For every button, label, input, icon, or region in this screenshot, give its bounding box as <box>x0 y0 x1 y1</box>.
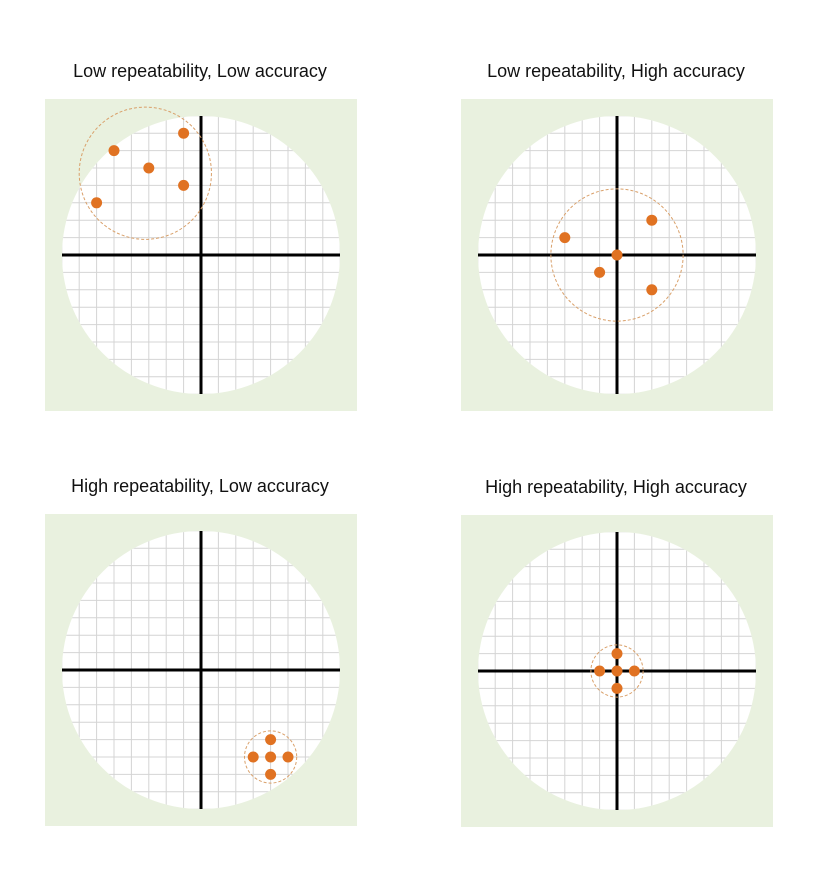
spread-circle <box>244 730 298 784</box>
shot-point <box>247 751 259 763</box>
shot-point <box>646 214 658 226</box>
shot-point <box>646 284 658 296</box>
panel-title: Low repeatability, Low accuracy <box>73 61 327 81</box>
spread-circle <box>590 644 644 698</box>
shot-point <box>611 648 623 660</box>
shot-point <box>108 145 120 157</box>
target-panel: High repeatability, High accuracy <box>446 473 786 833</box>
shot-point <box>91 197 103 209</box>
shot-point <box>611 665 623 677</box>
shot-point <box>559 232 571 244</box>
target-panel: Low repeatability, High accuracy <box>446 57 786 417</box>
shot-point <box>282 751 294 763</box>
shot-point <box>611 682 623 694</box>
shot-point <box>265 768 277 780</box>
shot-point <box>265 734 277 746</box>
shot-point <box>594 665 606 677</box>
panel-title: Low repeatability, High accuracy <box>487 61 745 81</box>
shot-point <box>265 751 277 763</box>
shot-point <box>178 127 190 139</box>
spread-circle <box>550 188 684 322</box>
target-diagram <box>45 514 357 826</box>
shot-point <box>178 179 190 191</box>
panel-title: High repeatability, Low accuracy <box>71 476 329 496</box>
spread-circle <box>78 106 212 240</box>
shot-point <box>594 266 606 278</box>
target-diagram <box>45 99 357 411</box>
target-panel: Low repeatability, Low accuracy <box>30 57 370 417</box>
shot-point <box>143 162 155 174</box>
target-diagram <box>461 99 773 411</box>
target-panel: High repeatability, Low accuracy <box>30 472 370 832</box>
shot-point <box>611 249 623 261</box>
target-diagram <box>461 515 773 827</box>
shot-point <box>628 665 640 677</box>
panel-title: High repeatability, High accuracy <box>485 477 747 497</box>
